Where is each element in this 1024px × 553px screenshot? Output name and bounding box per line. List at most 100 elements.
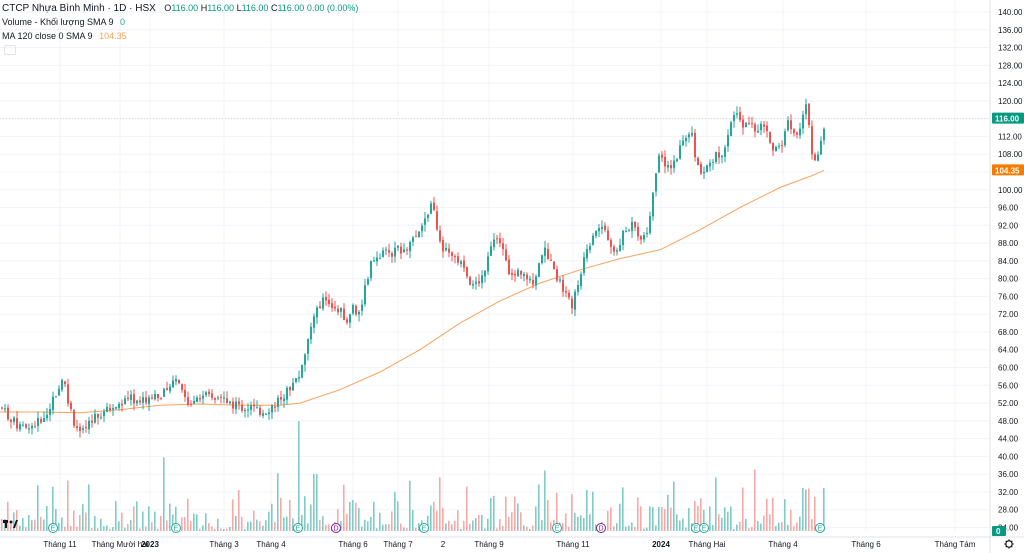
dividend-marker[interactable]: D: [331, 523, 341, 533]
volume-bar: [130, 520, 132, 531]
volume-bar: [118, 521, 120, 531]
volume-bar: [127, 523, 129, 531]
volume-bar: [175, 506, 177, 531]
candle-body: [724, 147, 726, 157]
candle-body: [691, 133, 693, 136]
volume-bar: [343, 484, 345, 531]
earnings-marker[interactable]: E: [171, 523, 181, 533]
earnings-marker[interactable]: E: [699, 523, 709, 533]
volume-bar: [592, 491, 594, 531]
legend-row-ma[interactable]: MA 120 close 0 SMA 9 104.35: [2, 31, 127, 41]
volume-bar: [268, 511, 270, 531]
candle-body: [622, 230, 624, 246]
candle-body: [415, 236, 417, 238]
candle-body: [316, 307, 318, 318]
candle-body: [712, 161, 714, 163]
earnings-marker[interactable]: E: [48, 523, 58, 533]
candle-body: [25, 424, 27, 428]
price-axis[interactable]: 140.00 136.00 132.00 128.00 124.00 120.00 116.…: [989, 0, 1023, 553]
y-tick-label: 48.00: [998, 417, 1019, 426]
earnings-marker-circle[interactable]: [419, 523, 429, 533]
earnings-marker[interactable]: E: [552, 523, 562, 533]
candle-body: [382, 250, 384, 258]
candle-body: [106, 406, 108, 412]
candle-body: [61, 380, 63, 390]
last-price-tag: 116.00: [995, 115, 1020, 124]
candle-body: [655, 173, 657, 192]
earnings-marker-circle[interactable]: [699, 523, 709, 533]
candle-body: [325, 296, 327, 301]
earnings-marker-circle[interactable]: [815, 523, 825, 533]
volume-bar: [433, 501, 435, 531]
volume-bar: [811, 519, 813, 531]
candle-body: [667, 164, 669, 168]
candle-body: [208, 391, 210, 395]
candle-body: [412, 237, 414, 242]
volume-bar: [526, 526, 528, 531]
volume-bar: [352, 499, 354, 531]
volume-bar: [37, 485, 39, 531]
volume-bar: [1, 518, 3, 531]
earnings-marker[interactable]: E: [293, 523, 303, 533]
legend-row-volume[interactable]: Volume - Khối lượng SMA 9 0: [2, 17, 125, 27]
candle-body: [802, 114, 804, 129]
volume-bar: [244, 528, 246, 531]
volume-bar: [739, 521, 741, 531]
volume-bar: [145, 526, 147, 531]
volume-bar: [247, 521, 249, 531]
volume-study-label[interactable]: Volume - Khối lượng SMA 9: [2, 17, 114, 27]
earnings-marker-circle[interactable]: [48, 523, 58, 533]
volume-bar: [568, 526, 570, 531]
candle-body: [331, 303, 333, 308]
candle-body: [427, 214, 429, 218]
candle-body: [307, 339, 309, 354]
earnings-marker[interactable]: E: [815, 523, 825, 533]
dividend-marker[interactable]: D: [596, 523, 606, 533]
volume-bar: [439, 477, 441, 531]
candle-body: [76, 426, 78, 428]
earnings-marker[interactable]: E: [419, 523, 429, 533]
gear-tooth: [1010, 545, 1013, 548]
candle-body: [619, 245, 621, 251]
candle-body: [649, 216, 651, 233]
candle-body: [355, 305, 357, 315]
tradingview-logo-icon[interactable]: [3, 520, 18, 528]
candles: [1, 98, 825, 438]
grid: [0, 0, 990, 531]
volume-bar: [595, 524, 597, 531]
gear-icon[interactable]: [1004, 539, 1014, 549]
volume-bar: [229, 527, 231, 531]
candle-body: [700, 163, 702, 174]
earnings-marker-circle[interactable]: [293, 523, 303, 533]
volume-bar: [631, 522, 633, 531]
volume-bar: [298, 421, 300, 531]
dividend-marker-circle[interactable]: [331, 523, 341, 533]
legend-row-symbol[interactable]: CTCP Nhựa Bình Minh · 1D · HSX O116.00 H…: [2, 3, 358, 14]
volume-bar: [256, 519, 258, 531]
candle-body: [154, 393, 156, 400]
volume-bar: [94, 515, 96, 531]
ma-study-label[interactable]: MA 120 close 0 SMA 9: [2, 31, 93, 41]
gear-tooth: [1005, 540, 1008, 543]
collapse-legend-button[interactable]: [4, 45, 16, 55]
price-tags: 116.00 104.35 0: [0, 112, 1024, 536]
volume-bar: [142, 511, 144, 531]
volume-bar: [610, 507, 612, 531]
earnings-marker-circle[interactable]: [552, 523, 562, 533]
earnings-marker-circle[interactable]: [171, 523, 181, 533]
candle-body: [421, 225, 423, 232]
candle-body: [478, 281, 480, 284]
candle-body: [418, 231, 420, 238]
earnings-marker-label: E: [555, 526, 560, 533]
symbol-title[interactable]: CTCP Nhựa Bình Minh · 1D · HSX: [2, 3, 156, 14]
volume-bar: [619, 503, 621, 531]
volume-bar: [235, 515, 237, 531]
candle-body: [169, 386, 171, 392]
ma-study-value: 104.35: [99, 31, 127, 41]
candle-body: [391, 253, 393, 257]
dividend-marker-circle[interactable]: [596, 523, 606, 533]
